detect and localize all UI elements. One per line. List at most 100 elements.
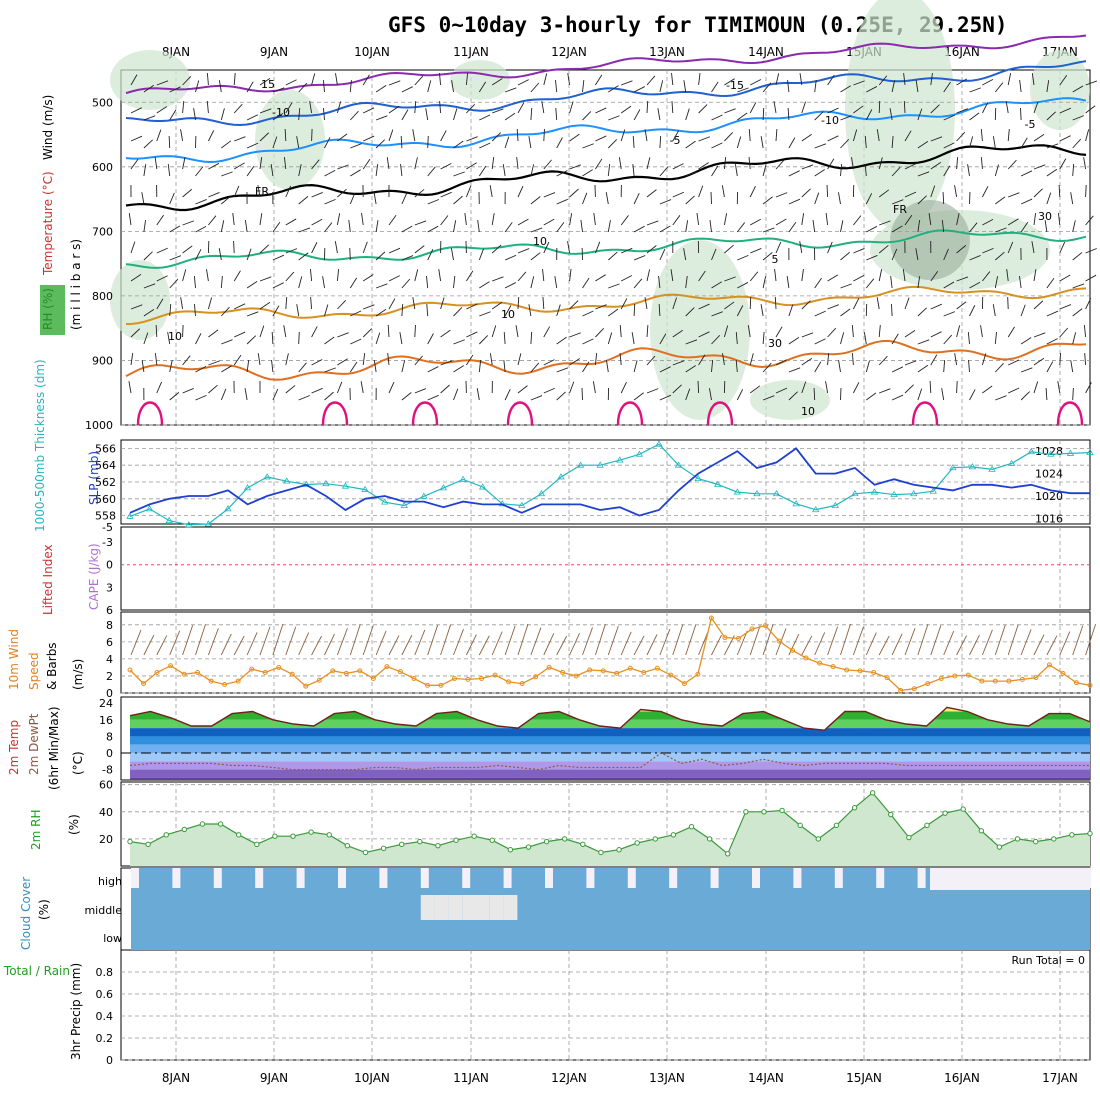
- wind-barb: [762, 82, 772, 93]
- wind-barb: [450, 248, 454, 261]
- wind-barb: [1085, 215, 1094, 226]
- rh-point: [543, 838, 550, 845]
- cloud-gap: [462, 895, 476, 920]
- wind10-barb: [207, 628, 219, 656]
- cape-ylabel: CAPE (J/kg): [87, 543, 101, 610]
- wind-barb: [672, 384, 682, 394]
- wind-barb: [311, 242, 318, 254]
- wind-barb: [491, 244, 502, 254]
- wind-barb: [386, 157, 390, 170]
- wind-barb: [233, 270, 241, 282]
- wind-barb: [130, 273, 142, 282]
- rh-point: [960, 806, 966, 812]
- wind-barb: [646, 157, 651, 170]
- temp-color-band: [130, 728, 1090, 737]
- wind-barb: [324, 137, 331, 149]
- wind-barb: [658, 303, 661, 317]
- wind10-barb: [840, 623, 851, 656]
- wind-barb: [992, 136, 996, 149]
- wind-barb: [633, 360, 638, 373]
- wind-barb: [775, 73, 780, 86]
- wind-barb: [595, 158, 603, 170]
- wind-barb: [748, 129, 751, 142]
- wind-barb: [915, 80, 919, 93]
- wind-barb: [478, 360, 482, 373]
- precip-ylabel: Total / Rain: [3, 964, 70, 978]
- wind-barb: [556, 198, 568, 205]
- wind10-barb: [453, 629, 464, 656]
- wind-barb: [698, 303, 710, 310]
- wind10-barb: [182, 625, 194, 656]
- thickness-marker: [400, 501, 408, 508]
- wind-barb: [917, 108, 923, 121]
- wind-barb: [143, 84, 155, 93]
- wind-barb: [619, 325, 622, 338]
- wind-barb: [969, 255, 981, 261]
- wind-barb: [440, 163, 452, 170]
- wind-barb: [206, 101, 209, 114]
- wind-barb: [1085, 297, 1092, 310]
- wind-barb: [930, 354, 938, 366]
- wind-barb: [878, 100, 881, 114]
- wind-barb: [1033, 357, 1045, 366]
- wind-barb: [569, 101, 574, 114]
- wind-barb: [956, 131, 966, 142]
- wind-barb: [659, 333, 667, 345]
- wind-barb: [567, 241, 571, 254]
- wind-barb: [698, 104, 708, 114]
- wind-barb: [865, 193, 873, 205]
- wind-barb: [502, 164, 506, 177]
- wind-barb: [788, 137, 796, 149]
- wind-barb: [246, 360, 250, 373]
- wind-barb: [453, 171, 465, 177]
- wind-barb: [825, 381, 829, 394]
- wind-barb: [169, 304, 172, 317]
- wind-barb: [633, 303, 636, 317]
- wind-barb: [670, 269, 674, 282]
- wind-barb: [298, 252, 309, 261]
- precip-tick-label: 0.8: [96, 966, 114, 979]
- wind-barb: [517, 185, 524, 198]
- wind-barb: [167, 164, 171, 177]
- thickness-marker: [498, 500, 506, 507]
- wind-barb: [671, 73, 674, 86]
- wind10-point: [316, 677, 322, 683]
- wind-barb: [478, 335, 489, 345]
- wind-barb: [672, 360, 685, 366]
- wind-barb: [530, 362, 540, 373]
- wind10-point: [722, 635, 728, 641]
- wind10-point: [438, 682, 444, 688]
- thickness-marker: [537, 489, 546, 497]
- wind-barb: [259, 325, 265, 338]
- wind-barb: [543, 192, 556, 198]
- rh-point: [580, 841, 586, 848]
- panel-frame-li: [120, 526, 1091, 611]
- wind-barb: [324, 222, 333, 233]
- thickness-marker: [459, 475, 467, 482]
- isotherm-warm-loop: [411, 401, 439, 426]
- wind-barb: [995, 196, 1006, 205]
- wind10-barb: [427, 624, 439, 656]
- wind-barb: [672, 130, 680, 142]
- thickness-marker: [126, 512, 134, 519]
- wind-barb: [270, 164, 274, 177]
- wind10-point: [141, 681, 147, 687]
- wind-barb: [1072, 164, 1075, 177]
- wind-barb: [698, 73, 701, 86]
- wind-barb: [401, 225, 413, 233]
- wind-barb: [362, 328, 373, 338]
- wind-barb: [207, 130, 215, 142]
- wind-barb: [595, 274, 606, 282]
- wind-barb: [427, 225, 439, 233]
- wind-barb: [207, 297, 213, 310]
- wind-barb: [130, 107, 142, 114]
- wind-barb: [736, 305, 744, 317]
- wind-barb: [1008, 387, 1020, 394]
- wind10-barb: [195, 624, 206, 656]
- wind-barb: [337, 358, 348, 366]
- wind-barb: [169, 109, 177, 121]
- wind10-point: [1019, 676, 1025, 682]
- wind-barb: [967, 164, 970, 177]
- wind-barb: [130, 353, 134, 366]
- wind-barb: [864, 164, 867, 177]
